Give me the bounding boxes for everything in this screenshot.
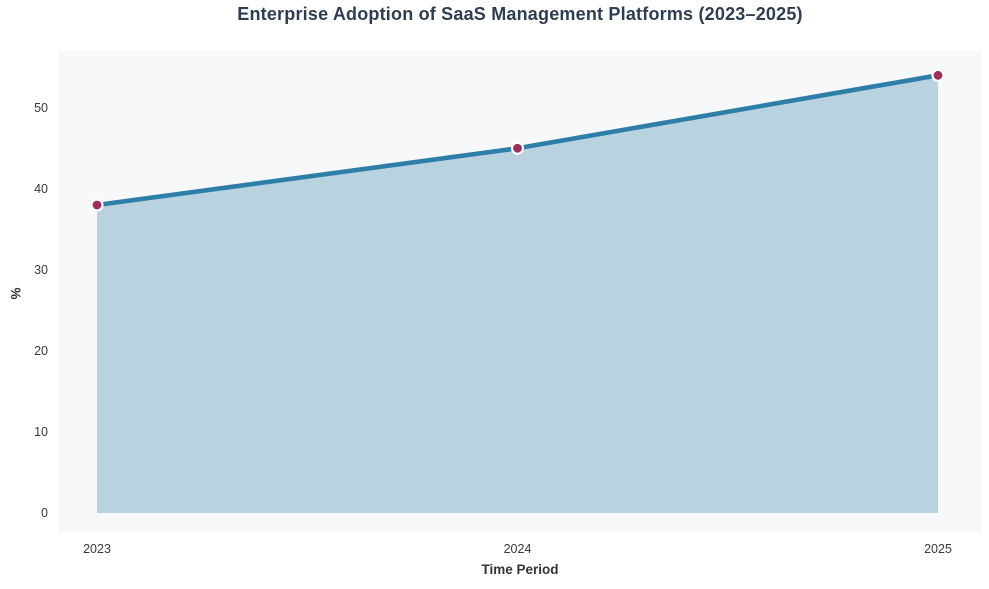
y-tick-label: 20 [34, 343, 48, 358]
x-tick-label: 2024 [503, 542, 532, 556]
x-tick-label: 2023 [83, 542, 111, 556]
y-tick-label: 50 [34, 100, 48, 115]
chart-title: Enterprise Adoption of SaaS Management P… [237, 4, 803, 24]
data-point-2024 [510, 141, 525, 155]
y-tick-label: 30 [34, 262, 48, 277]
y-tick-label: 10 [34, 424, 48, 439]
area-fill [97, 75, 938, 513]
x-tick-label: 2025 [924, 542, 952, 556]
y-tick-label: 40 [34, 181, 48, 196]
y-tick-label: 0 [41, 506, 48, 520]
data-point-2023 [90, 198, 104, 212]
x-axis-title: Time Period [481, 562, 559, 577]
data-point-2025 [931, 68, 945, 82]
y-axis-title: % [8, 287, 24, 300]
